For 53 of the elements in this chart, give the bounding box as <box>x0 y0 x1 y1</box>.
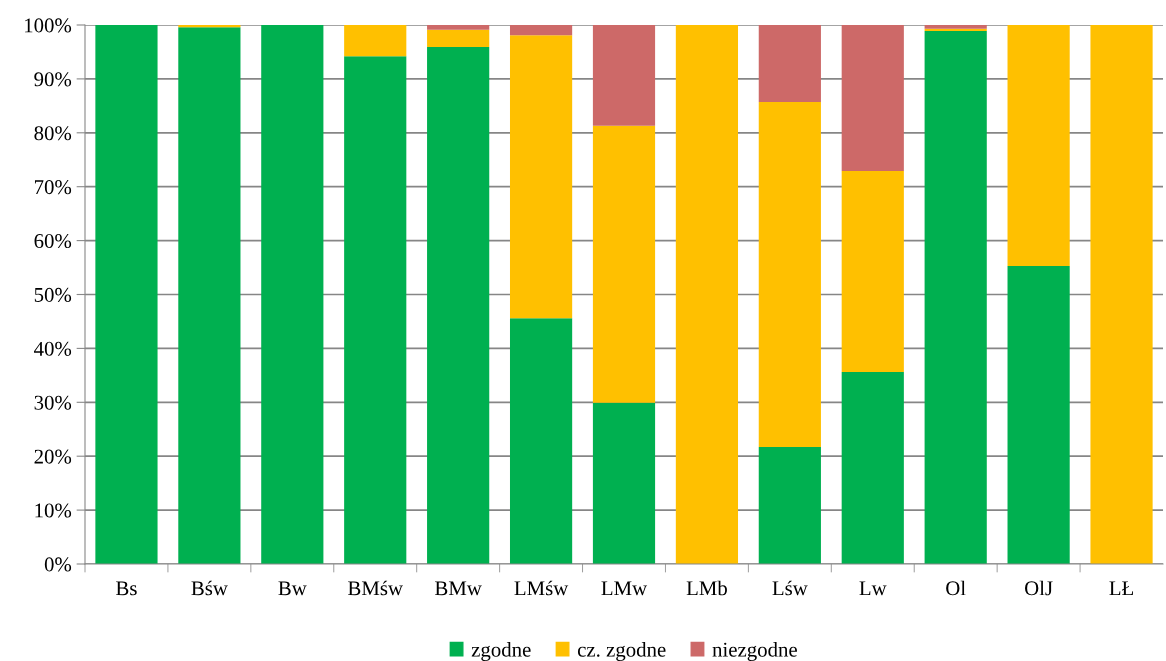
bar <box>592 25 656 126</box>
x-tick-label: Lw <box>859 581 887 596</box>
bar <box>261 25 324 564</box>
bar <box>1007 25 1070 266</box>
y-tick-label: 100% <box>25 18 72 33</box>
y-tick-label: 50% <box>34 287 72 302</box>
y-tick-label: 80% <box>34 126 72 141</box>
bar <box>344 25 407 57</box>
bar <box>924 30 987 564</box>
y-tick-label: 30% <box>34 395 72 410</box>
bar <box>841 25 904 172</box>
bar <box>178 25 241 28</box>
x-tick-label: BMśw <box>348 580 403 596</box>
bar <box>509 35 573 319</box>
bar <box>427 25 490 30</box>
y-tick-label: 70% <box>34 180 72 195</box>
bar <box>509 318 573 564</box>
y-tick-label: 60% <box>34 233 72 249</box>
x-tick-label: Ol <box>946 580 966 596</box>
bar <box>758 102 821 448</box>
legend-label: niezgodne <box>712 642 797 661</box>
x-tick-label: LMb <box>686 580 727 596</box>
y-tick-label: 40% <box>34 341 72 356</box>
x-tick-label: LMśw <box>514 580 569 596</box>
bar <box>592 402 656 564</box>
x-tick-label: LŁ <box>1109 581 1134 596</box>
y-tick-label: 10% <box>35 503 72 518</box>
bar <box>1007 265 1070 564</box>
bar <box>427 29 490 48</box>
bar <box>1090 25 1153 564</box>
bar <box>95 25 158 564</box>
bar <box>841 372 904 564</box>
legend-label: cz. zgodne <box>577 642 666 661</box>
bar <box>758 25 821 103</box>
bar <box>592 125 656 403</box>
legend-label: zgodne <box>471 642 531 661</box>
y-tick-label: 90% <box>34 72 72 87</box>
bar <box>178 27 241 564</box>
x-tick-label: Lśw <box>772 580 808 596</box>
bar <box>675 25 739 564</box>
y-tick-label: 0% <box>44 557 72 572</box>
x-tick-label: OlJ <box>1025 580 1053 596</box>
bar <box>427 47 490 564</box>
y-tick-label: 20% <box>34 449 72 464</box>
bar <box>509 25 573 36</box>
bar <box>344 56 407 564</box>
bar <box>758 447 821 564</box>
x-tick-label: Bw <box>278 581 307 596</box>
x-tick-label: BMw <box>435 581 482 596</box>
bar <box>841 171 904 373</box>
x-tick-label: Bśw <box>191 580 228 596</box>
x-tick-label: Bs <box>116 581 137 596</box>
x-tick-label: LMw <box>601 581 648 596</box>
